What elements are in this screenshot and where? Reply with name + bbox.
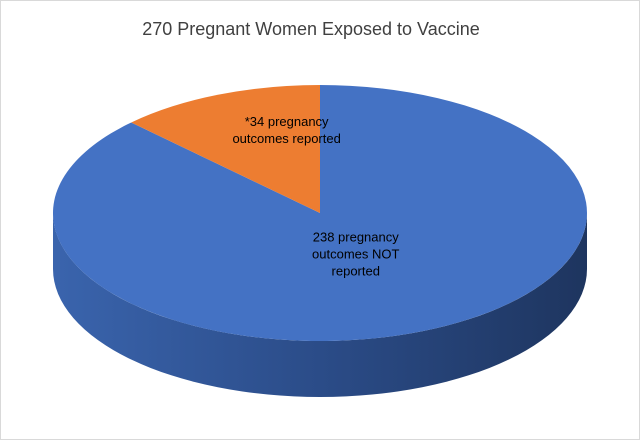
pie-slice — [53, 85, 588, 342]
chart-title: 270 Pregnant Women Exposed to Vaccine — [142, 19, 480, 39]
data-label: 238 pregnancy outcomes NOT reported — [312, 229, 400, 279]
pie-side — [53, 213, 587, 397]
data-label: *34 pregnancy outcomes reported — [232, 113, 341, 146]
pie-slice — [131, 85, 320, 213]
